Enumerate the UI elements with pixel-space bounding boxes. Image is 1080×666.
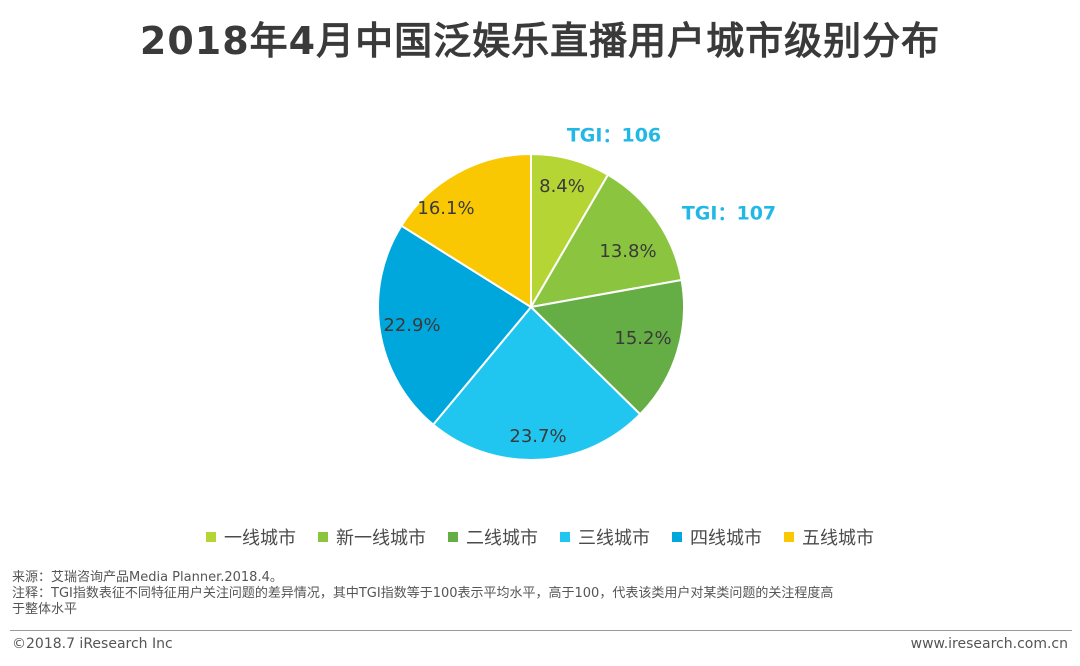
tgi-annotation-1: TGI：106 <box>567 125 661 147</box>
data-label-1: 8.4% <box>539 176 585 197</box>
legend-swatch <box>206 532 216 542</box>
footer-divider <box>10 630 1072 631</box>
pie-slice-6 <box>400 152 532 309</box>
tgi-annotation-2: TGI：107 <box>682 203 776 225</box>
legend-item: 五线城市 <box>784 524 874 550</box>
copyright-text: ©2018.7 iResearch Inc <box>12 636 173 652</box>
legend-item: 新一线城市 <box>318 524 426 550</box>
pie-chart: 8.4% 13.8% 15.2% 23.7% 22.9% 16.1% TGI：106 TGI：… <box>377 125 776 461</box>
pie-slice-2 <box>529 173 683 309</box>
pie-slice-4 <box>431 305 642 461</box>
data-label-6: 16.1% <box>417 198 474 219</box>
legend-swatch <box>560 532 570 542</box>
data-label-5: 22.9% <box>383 315 440 336</box>
tgi-note-continued: 于整体水平 <box>12 602 78 617</box>
legend-swatch <box>672 532 682 542</box>
legend-label: 二线城市 <box>466 528 538 549</box>
legend-item: 二线城市 <box>448 524 538 550</box>
website-link[interactable]: www.iresearch.com.cn <box>910 636 1068 652</box>
pie-slice-5 <box>377 224 533 427</box>
data-label-3: 15.2% <box>614 328 671 349</box>
page-title: 2018年4月中国泛娱乐直播用户城市级别分布 <box>139 19 941 63</box>
legend-label: 三线城市 <box>578 528 650 549</box>
legend-item: 一线城市 <box>206 524 296 550</box>
tgi-note: 注释：TGI指数表征不同特征用户关注问题的差异情况，其中TGI指数等于100表示… <box>12 586 834 601</box>
pie-slice-3 <box>528 278 685 416</box>
legend-swatch <box>784 532 794 542</box>
legend-label: 四线城市 <box>690 528 762 549</box>
data-label-2: 13.8% <box>599 241 656 262</box>
data-label-4: 23.7% <box>509 426 566 447</box>
legend-swatch <box>318 532 328 542</box>
legend-label: 一线城市 <box>224 528 296 549</box>
footer-notes: 来源：艾瑞咨询产品Media Planner.2018.4。 注释：TGI指数表… <box>12 570 1072 618</box>
legend-swatch <box>448 532 458 542</box>
legend-item: 三线城市 <box>560 524 650 550</box>
legend-label: 五线城市 <box>802 528 874 549</box>
legend-label: 新一线城市 <box>336 528 426 549</box>
chart-legend: 一线城市 新一线城市 二线城市 三线城市 四线城市 五线城市 <box>0 524 1080 550</box>
legend-item: 四线城市 <box>672 524 762 550</box>
source-note: 来源：艾瑞咨询产品Media Planner.2018.4。 <box>12 570 283 585</box>
